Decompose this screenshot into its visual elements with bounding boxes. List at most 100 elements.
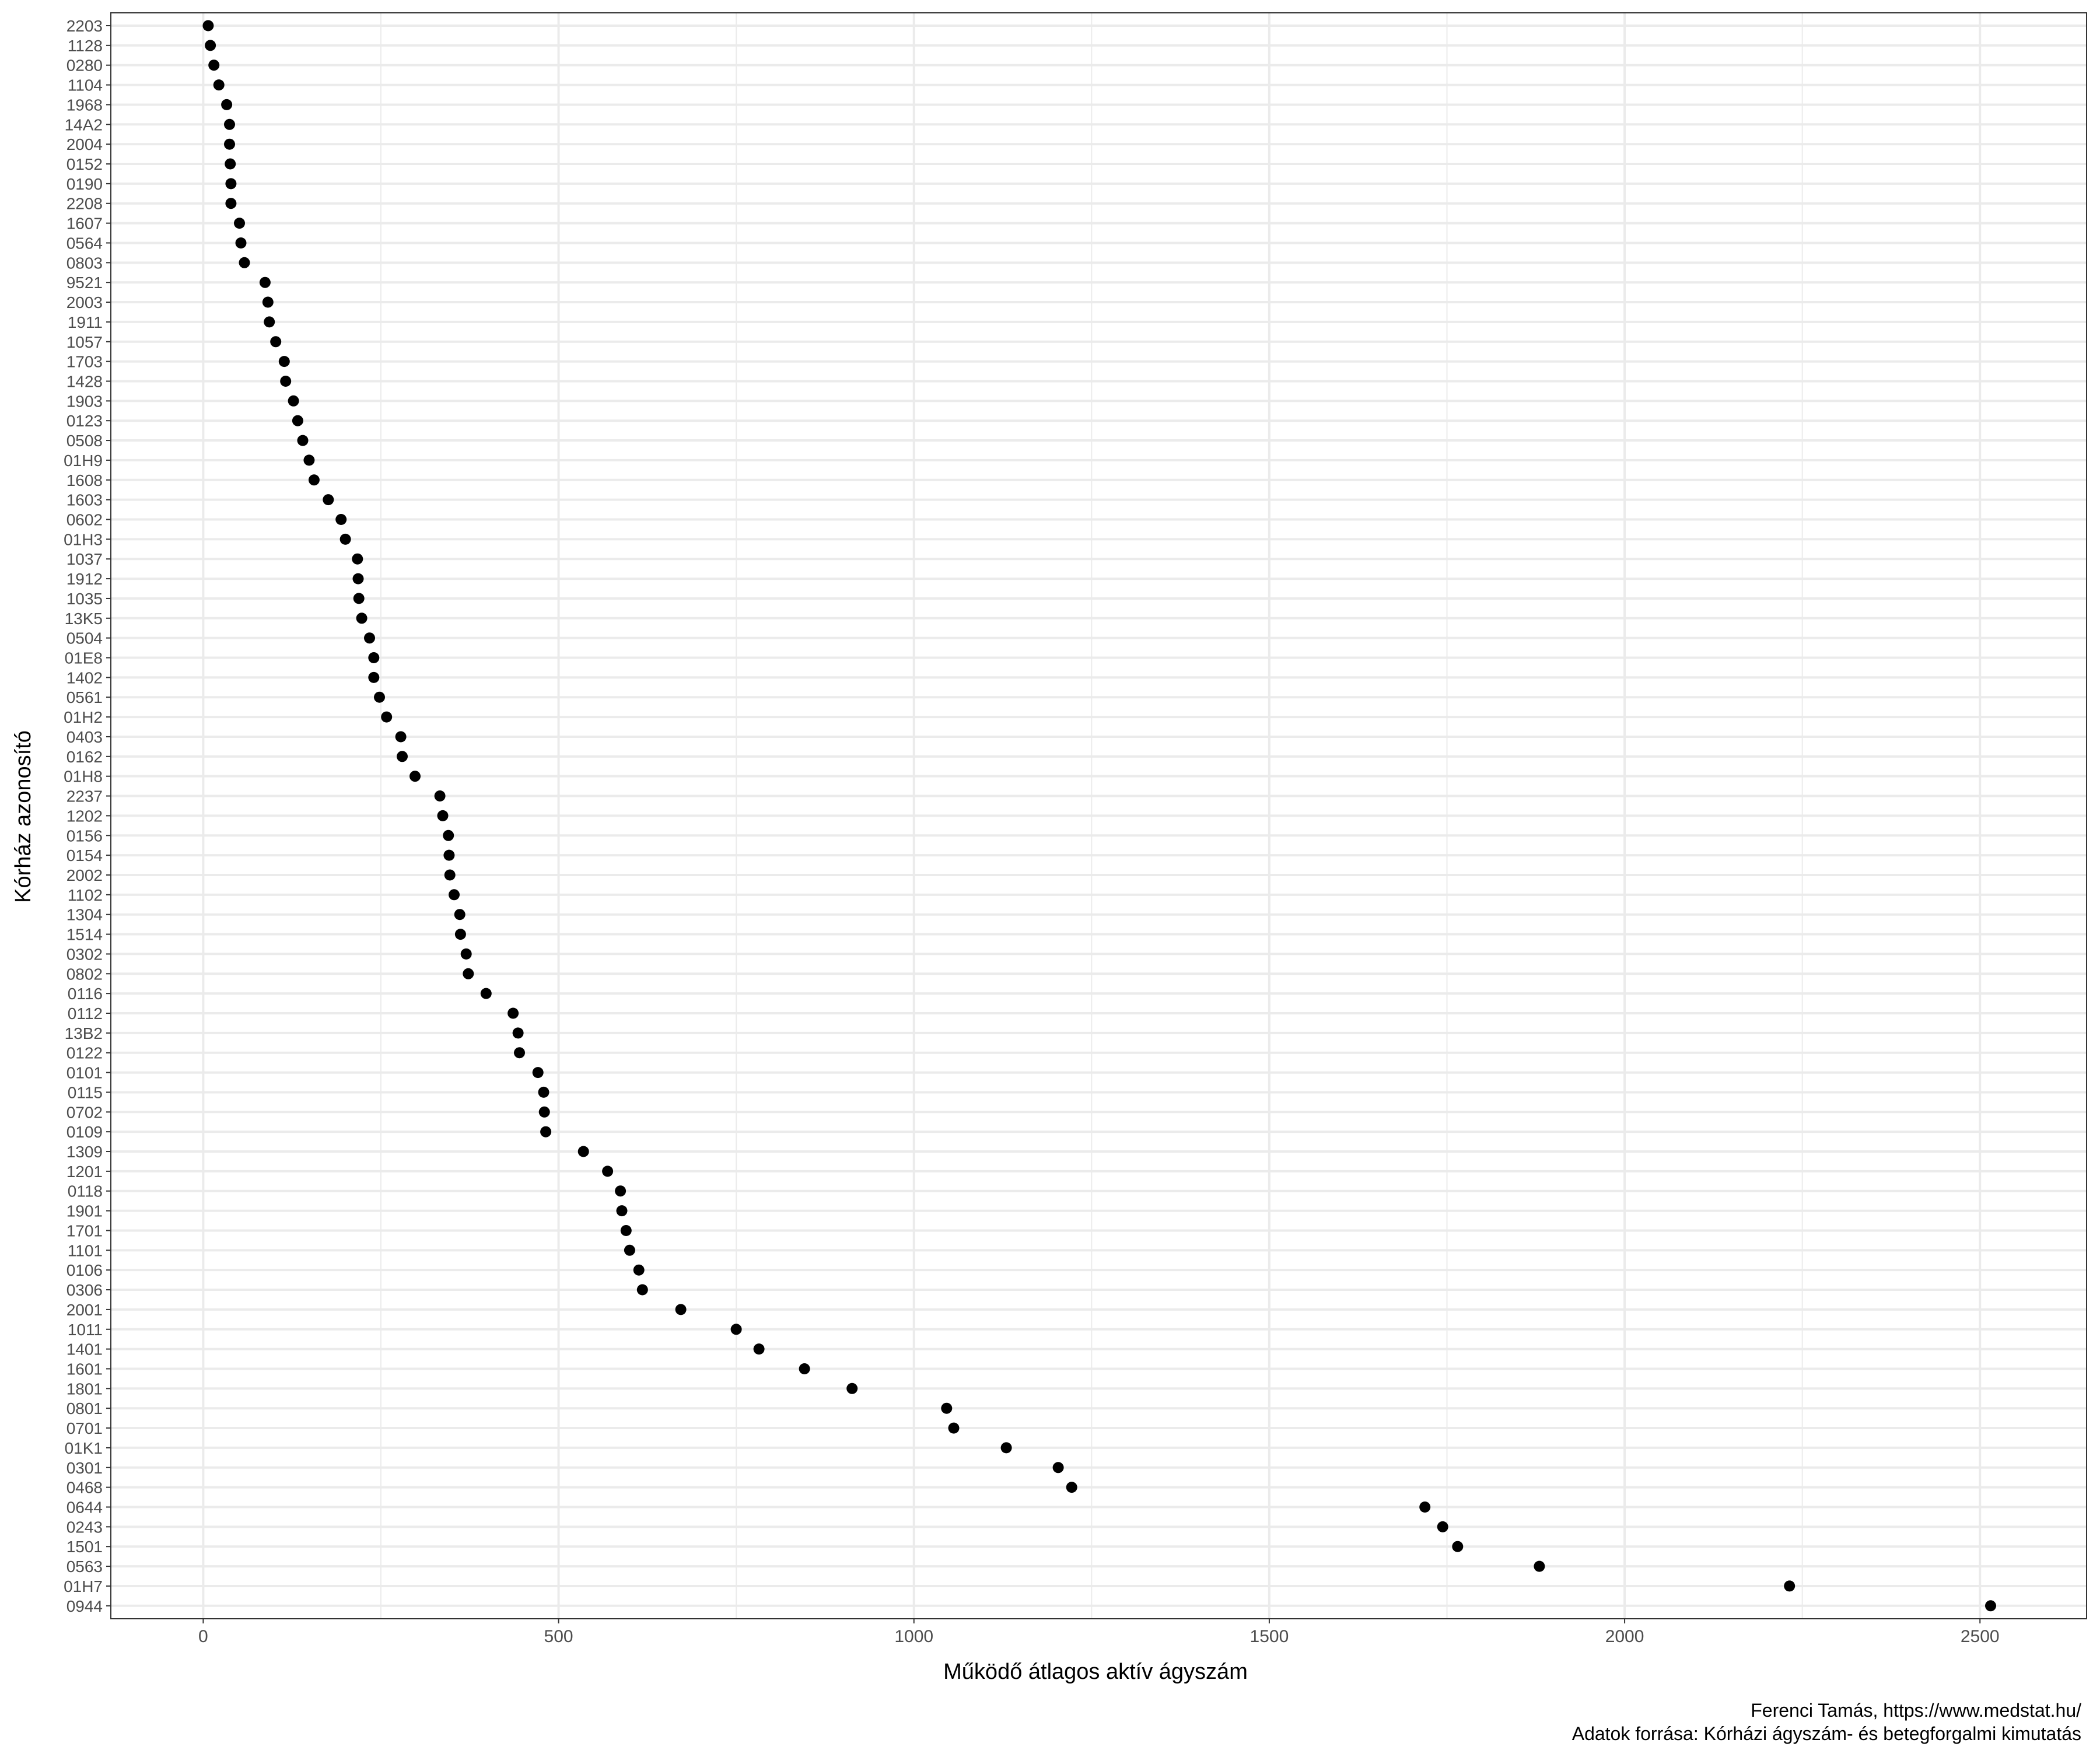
y-tick-label: 0306 bbox=[66, 1281, 103, 1299]
y-tick-label: 1701 bbox=[66, 1222, 103, 1240]
y-tick-label: 1102 bbox=[68, 886, 103, 904]
y-tick-label: 0190 bbox=[66, 175, 103, 193]
data-point bbox=[323, 494, 334, 506]
y-tick-label: 1057 bbox=[66, 333, 103, 351]
data-point bbox=[335, 514, 347, 525]
data-point bbox=[1052, 1462, 1064, 1474]
data-point bbox=[616, 1205, 628, 1217]
y-tick-label: 0504 bbox=[66, 629, 103, 648]
data-point bbox=[395, 731, 407, 743]
data-point bbox=[454, 929, 466, 940]
data-point bbox=[213, 79, 225, 91]
y-tick-label: 0302 bbox=[66, 945, 103, 963]
data-point bbox=[434, 790, 446, 802]
data-point bbox=[205, 40, 216, 51]
data-point bbox=[410, 771, 421, 782]
data-point bbox=[538, 1086, 550, 1098]
y-tick-label: 1514 bbox=[66, 926, 103, 944]
data-point bbox=[262, 296, 274, 308]
y-tick-label: 2003 bbox=[66, 293, 103, 312]
y-tick-label: 0112 bbox=[68, 1005, 103, 1023]
y-tick-label: 0301 bbox=[66, 1459, 103, 1477]
y-tick-label: 0154 bbox=[66, 846, 103, 864]
data-point bbox=[278, 356, 290, 368]
y-tick-label: 01H9 bbox=[64, 452, 103, 470]
y-tick-label: 0944 bbox=[66, 1597, 103, 1615]
data-point bbox=[620, 1225, 632, 1236]
data-points bbox=[202, 20, 1996, 1612]
x-axis: 0 500 1000 1500 2000 2500 bbox=[198, 1619, 2000, 1646]
y-tick-label: 0101 bbox=[66, 1064, 103, 1082]
data-point bbox=[234, 218, 245, 229]
y-tick-label: 1402 bbox=[66, 668, 103, 687]
x-tick-label: 1000 bbox=[894, 1627, 933, 1646]
y-tick-label: 0468 bbox=[66, 1479, 103, 1497]
y-tick-label: 01K1 bbox=[65, 1439, 103, 1457]
y-tick-label: 0162 bbox=[66, 748, 103, 766]
y-tick-label: 0564 bbox=[66, 234, 103, 252]
data-point bbox=[454, 909, 466, 921]
y-tick-label: 1601 bbox=[66, 1360, 103, 1378]
y-tick-label: 0702 bbox=[66, 1103, 103, 1121]
data-point bbox=[730, 1324, 742, 1335]
data-point bbox=[615, 1185, 626, 1197]
y-tick-label: 0563 bbox=[66, 1558, 103, 1576]
y-tick-label: 1309 bbox=[66, 1143, 103, 1161]
data-point bbox=[280, 376, 292, 387]
grid bbox=[111, 13, 2087, 1619]
data-point bbox=[340, 533, 351, 545]
y-tick-label: 1128 bbox=[68, 37, 103, 55]
data-point bbox=[1784, 1580, 1796, 1592]
data-point bbox=[480, 988, 492, 999]
y-tick-label: 1901 bbox=[66, 1202, 103, 1220]
data-point bbox=[1419, 1502, 1431, 1513]
y-tick-label: 2237 bbox=[66, 788, 103, 806]
y-tick-label: 01H3 bbox=[64, 530, 103, 548]
y-tick-label: 1801 bbox=[66, 1380, 103, 1398]
data-point bbox=[225, 158, 236, 170]
data-point bbox=[353, 593, 365, 604]
data-point bbox=[221, 99, 233, 110]
data-point bbox=[540, 1126, 552, 1138]
y-tick-label: 0701 bbox=[66, 1419, 103, 1437]
data-point bbox=[239, 257, 250, 268]
data-point bbox=[235, 237, 247, 249]
y-tick-label: 1608 bbox=[66, 471, 103, 489]
y-tick-label: 1603 bbox=[66, 491, 103, 509]
data-point bbox=[364, 632, 375, 644]
data-point bbox=[208, 60, 220, 71]
data-point bbox=[374, 691, 385, 703]
y-tick-label: 1428 bbox=[66, 372, 103, 390]
data-point bbox=[368, 671, 380, 683]
y-tick-label: 01E8 bbox=[65, 649, 103, 667]
y-tick-label: 0118 bbox=[68, 1182, 103, 1200]
y-tick-label: 1035 bbox=[66, 590, 103, 608]
x-axis-label: Működő átlagos aktív ágyszám bbox=[943, 1660, 1248, 1684]
x-tick-label: 0 bbox=[198, 1627, 208, 1646]
y-tick-label: 0644 bbox=[66, 1499, 103, 1517]
data-point bbox=[356, 612, 368, 624]
data-point bbox=[270, 336, 282, 348]
data-point bbox=[444, 869, 456, 881]
data-point bbox=[292, 415, 303, 426]
data-point bbox=[288, 395, 299, 407]
y-tick-label: 2208 bbox=[66, 195, 103, 213]
data-point bbox=[352, 573, 364, 584]
x-tick-label: 2500 bbox=[1961, 1627, 2000, 1646]
y-tick-label: 1104 bbox=[68, 76, 103, 94]
source-text: Adatok forrása: Kórházi ágyszám- és bete… bbox=[1572, 1723, 2081, 1744]
y-tick-label: 1903 bbox=[66, 392, 103, 410]
y-tick-label: 1202 bbox=[66, 807, 103, 825]
y-tick-label: 1607 bbox=[66, 215, 103, 233]
data-point bbox=[578, 1146, 589, 1157]
data-point bbox=[224, 118, 235, 130]
y-tick-label: 0243 bbox=[66, 1518, 103, 1536]
y-tick-label: 13B2 bbox=[65, 1024, 103, 1042]
y-tick-label: 01H2 bbox=[64, 708, 103, 726]
y-tick-label: 0403 bbox=[66, 728, 103, 746]
data-point bbox=[508, 1007, 519, 1019]
y-tick-label: 0156 bbox=[66, 827, 103, 845]
data-point bbox=[636, 1284, 648, 1296]
